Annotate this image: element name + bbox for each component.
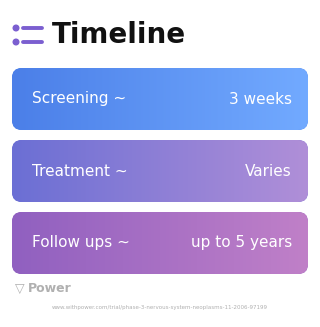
Text: Screening ~: Screening ~ xyxy=(32,92,126,107)
FancyBboxPatch shape xyxy=(12,140,308,202)
Text: Follow ups ~: Follow ups ~ xyxy=(32,235,130,250)
Text: ▽: ▽ xyxy=(15,282,25,295)
Text: www.withpower.com/trial/phase-3-nervous-system-neoplasms-11-2006-97199: www.withpower.com/trial/phase-3-nervous-… xyxy=(52,305,268,311)
Text: Timeline: Timeline xyxy=(52,21,186,49)
Circle shape xyxy=(13,25,19,31)
Text: Power: Power xyxy=(28,282,72,295)
FancyBboxPatch shape xyxy=(12,68,308,130)
Circle shape xyxy=(13,39,19,45)
Text: Varies: Varies xyxy=(245,164,292,179)
Text: Treatment ~: Treatment ~ xyxy=(32,164,128,179)
Text: up to 5 years: up to 5 years xyxy=(191,235,292,250)
FancyBboxPatch shape xyxy=(12,212,308,274)
Text: 3 weeks: 3 weeks xyxy=(229,92,292,107)
